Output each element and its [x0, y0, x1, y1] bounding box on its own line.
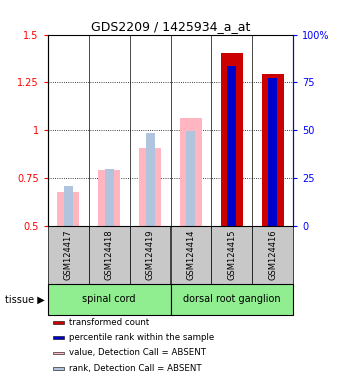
Bar	[64, 186, 73, 226]
Bar	[268, 78, 277, 226]
Text: rank, Detection Call = ABSENT: rank, Detection Call = ABSENT	[69, 364, 201, 373]
Text: GSM124415: GSM124415	[227, 230, 236, 280]
Bar	[227, 66, 236, 226]
Text: GSM124419: GSM124419	[146, 230, 154, 280]
Text: GSM124417: GSM124417	[64, 230, 73, 280]
Text: spinal cord: spinal cord	[83, 295, 136, 305]
Text: transformed count: transformed count	[69, 318, 149, 327]
Bar	[98, 170, 120, 226]
Bar	[89, 226, 130, 284]
Bar	[170, 284, 293, 315]
Bar	[57, 192, 79, 226]
Bar	[53, 336, 64, 339]
Text: GSM124414: GSM124414	[187, 230, 195, 280]
Bar	[252, 226, 293, 284]
Bar	[180, 118, 202, 226]
Bar	[48, 226, 89, 284]
Bar	[48, 284, 170, 315]
Bar	[53, 367, 64, 370]
Text: tissue ▶: tissue ▶	[4, 295, 44, 305]
Bar	[221, 53, 243, 226]
Bar	[130, 226, 170, 284]
Text: GSM124416: GSM124416	[268, 230, 277, 280]
Bar	[53, 352, 64, 354]
Bar	[105, 169, 114, 226]
Bar	[170, 226, 211, 284]
Bar	[262, 74, 284, 226]
Title: GDS2209 / 1425934_a_at: GDS2209 / 1425934_a_at	[91, 20, 250, 33]
Text: percentile rank within the sample: percentile rank within the sample	[69, 333, 214, 342]
Text: GSM124418: GSM124418	[105, 230, 114, 280]
Bar	[146, 133, 154, 226]
Text: dorsal root ganglion: dorsal root ganglion	[183, 295, 281, 305]
Bar	[211, 226, 252, 284]
Bar	[139, 149, 161, 226]
Bar	[53, 321, 64, 324]
Text: value, Detection Call = ABSENT: value, Detection Call = ABSENT	[69, 348, 206, 358]
Bar	[187, 131, 195, 226]
